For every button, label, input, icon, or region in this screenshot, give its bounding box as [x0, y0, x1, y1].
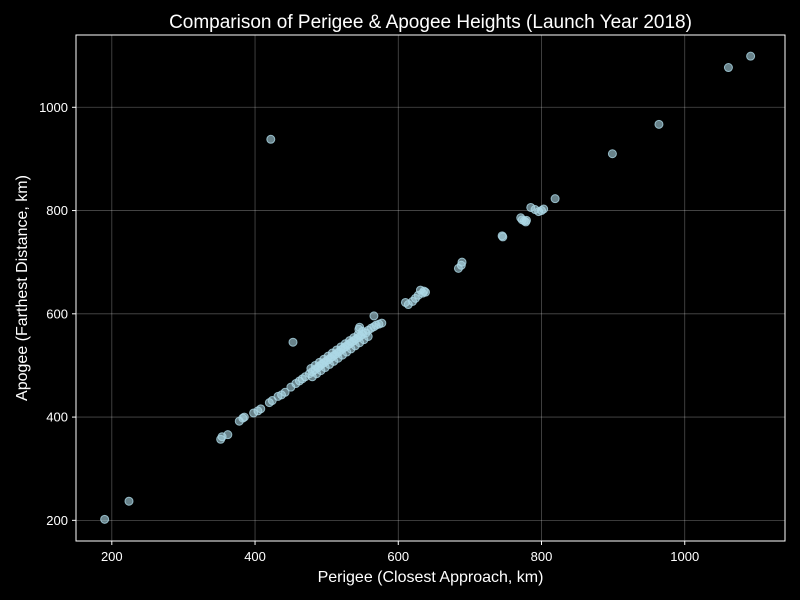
data-point [280, 387, 290, 397]
y-axis-ticks: 200 400 600 800 1000 [39, 100, 76, 528]
data-point [369, 311, 379, 321]
y-axis-label: Apogee (Farthest Distance, km) [14, 175, 31, 401]
data-point [266, 134, 276, 144]
data-point [457, 257, 467, 267]
x-tick-label: 1000 [670, 549, 699, 564]
data-point [239, 412, 249, 422]
data-point [124, 496, 134, 506]
data-point [420, 287, 430, 297]
x-tick-label: 200 [101, 549, 123, 564]
data-point [746, 51, 756, 61]
x-tick-label: 800 [531, 549, 553, 564]
y-tick-label: 600 [46, 306, 68, 321]
y-tick-label: 800 [46, 203, 68, 218]
data-point [607, 149, 617, 159]
x-tick-label: 600 [387, 549, 409, 564]
data-point [723, 63, 733, 73]
data-point [377, 318, 387, 328]
data-point [256, 404, 266, 414]
data-point [654, 119, 664, 129]
data-points [100, 51, 756, 524]
data-point [498, 232, 508, 242]
y-tick-label: 1000 [39, 100, 68, 115]
x-axis-label: Perigee (Closest Approach, km) [318, 569, 544, 586]
grid-lines [76, 35, 785, 541]
data-point [539, 204, 549, 214]
x-tick-label: 400 [244, 549, 266, 564]
data-point [100, 514, 110, 524]
data-point [355, 322, 365, 332]
data-point [521, 215, 531, 225]
data-point [550, 194, 560, 204]
x-axis-ticks: 200 400 600 800 1000 [101, 541, 699, 564]
data-point [288, 337, 298, 347]
y-tick-label: 400 [46, 410, 68, 425]
y-tick-label: 200 [46, 513, 68, 528]
chart-title: Comparison of Perigee & Apogee Heights (… [169, 12, 692, 33]
plot-frame [75, 34, 786, 542]
data-point [223, 430, 233, 440]
